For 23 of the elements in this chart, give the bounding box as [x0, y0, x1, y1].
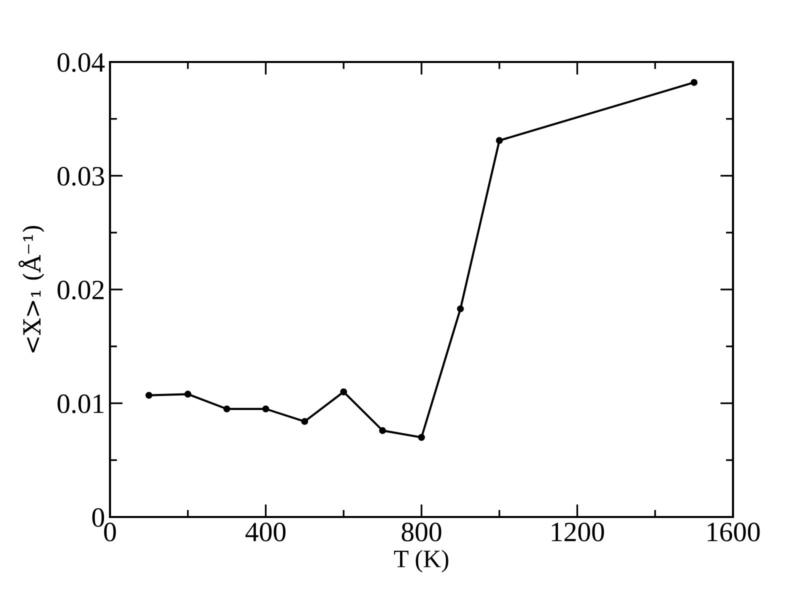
point — [223, 405, 230, 412]
y-tick-label: 0 — [92, 508, 104, 527]
x-tick-label: 800 — [402, 522, 442, 542]
point — [496, 137, 503, 144]
x-tick-label: 1600 — [708, 522, 760, 542]
x-tick-label: 1200 — [552, 522, 604, 542]
point — [301, 418, 308, 425]
y-axis-title: <X>₁ (Å⁻¹) — [18, 226, 44, 352]
point — [690, 79, 698, 86]
point — [184, 390, 192, 398]
point — [379, 427, 386, 434]
x-tick-label: 0 — [104, 522, 116, 542]
point — [456, 305, 464, 312]
point — [145, 392, 152, 399]
y-tick-label: 0.02 — [58, 280, 104, 300]
x-tick-label: 400 — [245, 522, 286, 542]
y-tick-label: 0.03 — [58, 166, 104, 186]
y-tick-label: 0.04 — [58, 53, 105, 72]
x-axis-title: T (K) — [394, 550, 448, 572]
y-tick-label: 0.01 — [58, 394, 104, 414]
point — [418, 434, 425, 441]
point — [340, 388, 348, 396]
point — [262, 405, 270, 412]
